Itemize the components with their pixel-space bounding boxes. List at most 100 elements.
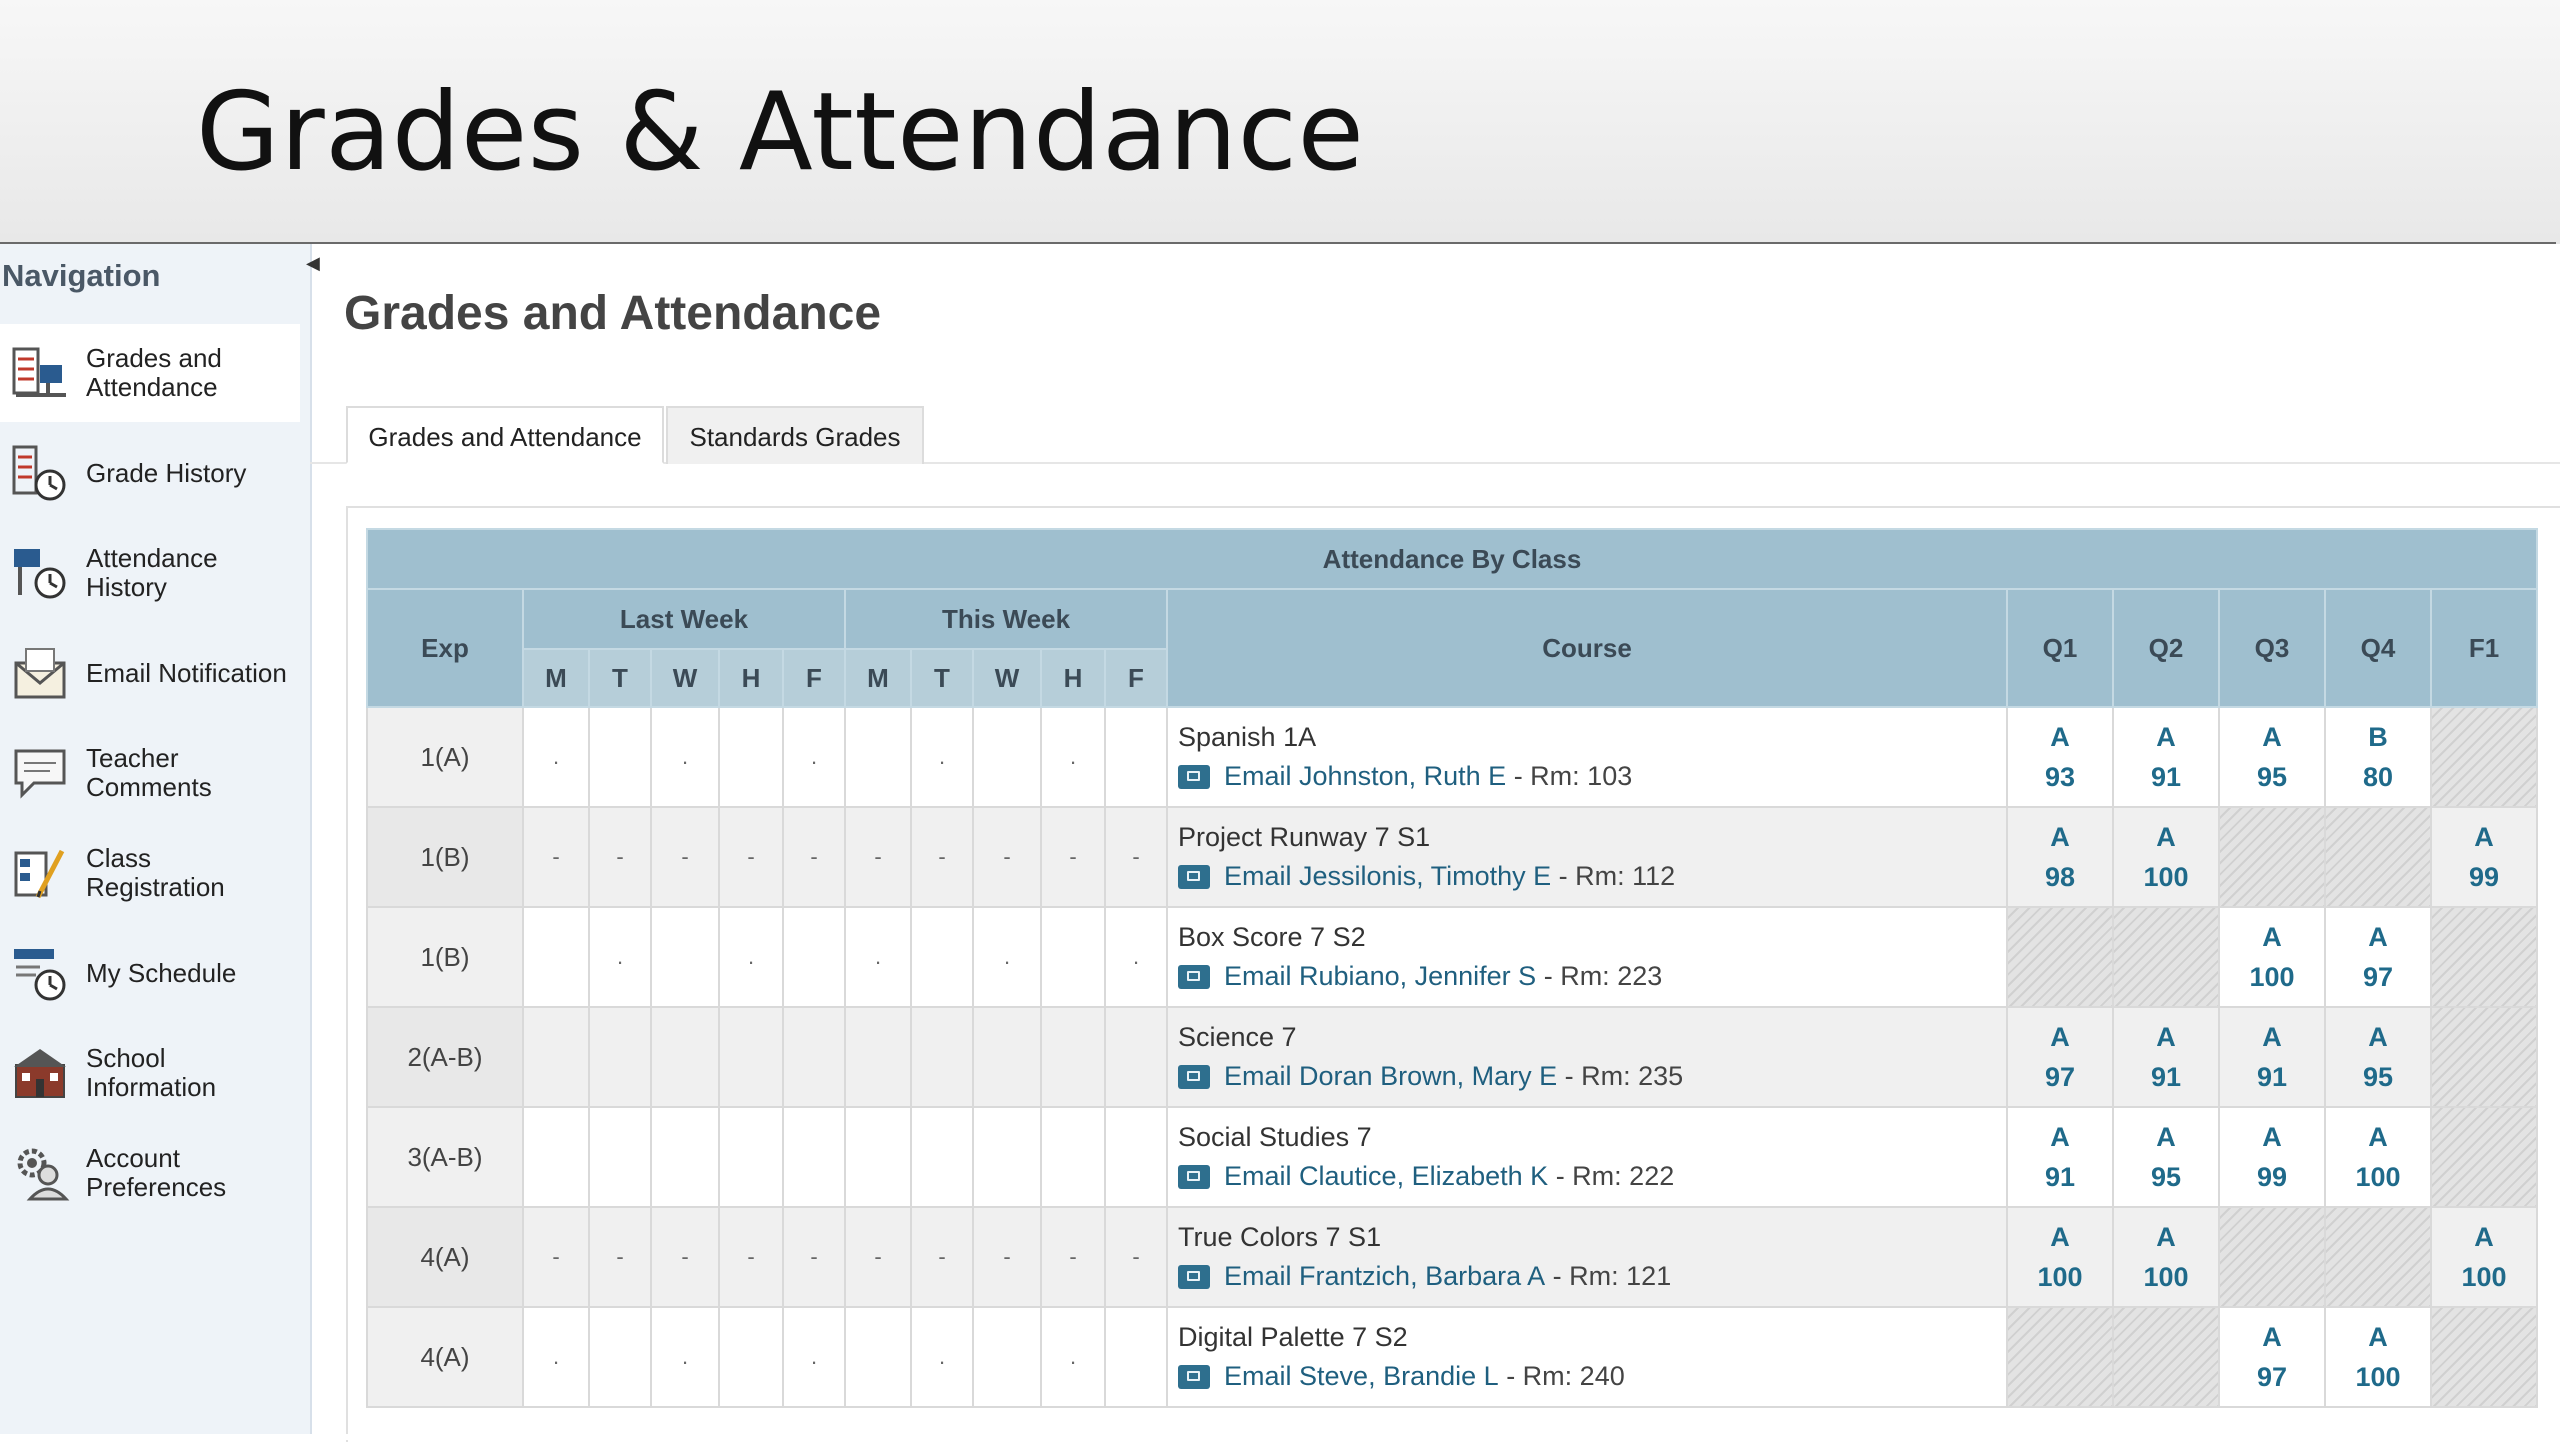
room-label: - Rm: 235 (1564, 1061, 1684, 1091)
attendance-day-cell (650, 1006, 720, 1108)
email-icon[interactable] (1178, 1064, 1210, 1089)
tab-grades-and-attendance[interactable]: Grades and Attendance (346, 406, 664, 464)
header-q2[interactable]: Q2 (2112, 588, 2220, 708)
email-icon[interactable] (1178, 964, 1210, 989)
attendance-day-cell (972, 1106, 1042, 1208)
sidebar-item-grade-history[interactable]: Grade History (0, 424, 300, 522)
grade-percent: 95 (2256, 762, 2288, 792)
email-teacher-link[interactable]: Email Steve, Brandie L (1224, 1361, 1499, 1392)
grade-cell[interactable]: A 93 (2006, 706, 2114, 808)
header-day: H (718, 648, 784, 708)
header-this-week: This Week (844, 588, 1168, 650)
exp-cell: 1(B) (366, 806, 524, 908)
grade-cell[interactable]: A 100 (2324, 1106, 2432, 1208)
teacher-name: Rubiano, Jennifer S (1299, 961, 1537, 991)
grade-cell[interactable]: A 100 (2112, 806, 2220, 908)
attendance-day-cell: . (782, 706, 846, 808)
header-day: F (1104, 648, 1168, 708)
grade-cell[interactable]: A 91 (2112, 706, 2220, 808)
course-cell: Project Runway 7 S1 Email Jessilonis, Tim… (1166, 806, 2008, 908)
attendance-day-cell: - (972, 1206, 1042, 1308)
grade-cell[interactable]: B 80 (2324, 706, 2432, 808)
attendance-day-cell (588, 1106, 652, 1208)
sidebar-item-label: Email Notification (86, 657, 287, 688)
sidebar-item-attendance-history[interactable]: Attendance History (0, 524, 300, 622)
table-row: 1(A)..... Spanish 1A Email Johnston, Ruth … (366, 706, 2538, 808)
grade-letter: A (2474, 1222, 2494, 1252)
grade-cell[interactable]: A 99 (2430, 806, 2538, 908)
attendance-day-cell (844, 1006, 912, 1108)
grade-cell[interactable]: A 98 (2006, 806, 2114, 908)
sidebar-item-grades-and-attendance[interactable]: Grades and Attendance (0, 324, 300, 422)
grade-cell[interactable]: A 97 (2006, 1006, 2114, 1108)
grade-percent: 93 (2044, 762, 2076, 792)
attendance-day-cell (650, 906, 720, 1008)
grade-letter: A (2050, 722, 2070, 752)
email-notification-icon (14, 648, 66, 699)
email-teacher-link[interactable]: Email Johnston, Ruth E (1224, 761, 1506, 792)
room-label: - Rm: 112 (1558, 861, 1676, 891)
empty-grade-cell (2006, 1306, 2114, 1408)
collapse-arrow-icon[interactable]: ◀ (306, 253, 320, 273)
school-information-icon (14, 1049, 66, 1098)
attendance-day-cell: - (1040, 1206, 1106, 1308)
grade-cell[interactable]: A 91 (2112, 1006, 2220, 1108)
attendance-day-cell (522, 906, 590, 1008)
sidebar: Navigation ◀ Grades and Attendance Grade… (0, 244, 320, 1440)
email-icon[interactable] (1178, 1364, 1210, 1389)
grade-cell[interactable]: A 100 (2324, 1306, 2432, 1408)
email-teacher-link[interactable]: Email Frantzich, Barbara A (1224, 1261, 1545, 1292)
grade-percent: 98 (2044, 862, 2076, 892)
attendance-day-cell (972, 706, 1042, 808)
slide-title: Grades & Attendance (196, 70, 1365, 195)
grade-percent: 95 (2150, 1162, 2182, 1192)
email-prefix: Email (1224, 1061, 1292, 1091)
grade-cell[interactable]: A 97 (2218, 1306, 2326, 1408)
email-teacher-link[interactable]: Email Jessilonis, Timothy E (1224, 861, 1551, 892)
grade-percent: 97 (2256, 1362, 2288, 1392)
email-teacher-link[interactable]: Email Clautice, Elizabeth K (1224, 1161, 1548, 1192)
email-icon[interactable] (1178, 1264, 1210, 1289)
email-icon[interactable] (1178, 1164, 1210, 1189)
grade-cell[interactable]: A 100 (2112, 1206, 2220, 1308)
email-teacher-link[interactable]: Email Doran Brown, Mary E (1224, 1061, 1557, 1092)
grade-cell[interactable]: A 95 (2324, 1006, 2432, 1108)
sidebar-item-school-information[interactable]: School Information (0, 1024, 300, 1122)
email-icon[interactable] (1178, 864, 1210, 889)
grade-cell[interactable]: A 100 (2006, 1206, 2114, 1308)
sidebar-item-class-registration[interactable]: Class Registration (0, 824, 300, 922)
attendance-day-cell (782, 1106, 846, 1208)
email-teacher-link[interactable]: Email Rubiano, Jennifer S (1224, 961, 1536, 992)
sidebar-item-my-schedule[interactable]: My Schedule (0, 924, 300, 1022)
grade-cell[interactable]: A 91 (2218, 1006, 2326, 1108)
sidebar-item-email-notification[interactable]: Email Notification (0, 624, 300, 722)
attendance-day-cell: . (718, 906, 784, 1008)
empty-grade-cell (2430, 1306, 2538, 1408)
header-q3[interactable]: Q3 (2218, 588, 2326, 708)
grade-cell[interactable]: A 91 (2006, 1106, 2114, 1208)
tab-standards-grades[interactable]: Standards Grades (666, 406, 924, 464)
grade-percent: 97 (2044, 1062, 2076, 1092)
grade-cell[interactable]: A 97 (2324, 906, 2432, 1008)
attendance-day-cell (910, 906, 974, 1008)
header-q4[interactable]: Q4 (2324, 588, 2432, 708)
grade-percent: 100 (2355, 1362, 2401, 1392)
empty-grade-cell (2112, 1306, 2220, 1408)
header-day: W (650, 648, 720, 708)
email-icon[interactable] (1178, 764, 1210, 789)
grade-percent: 100 (2355, 1162, 2401, 1192)
grade-cell[interactable]: A 100 (2218, 906, 2326, 1008)
grade-cell[interactable]: A 100 (2430, 1206, 2538, 1308)
room-label: - Rm: 223 (1543, 961, 1663, 991)
grade-cell[interactable]: A 95 (2218, 706, 2326, 808)
header-f1[interactable]: F1 (2430, 588, 2538, 708)
sidebar-item-account-preferences[interactable]: Account Preferences (0, 1124, 300, 1222)
attendance-day-cell: . (1104, 906, 1168, 1008)
header-q1[interactable]: Q1 (2006, 588, 2114, 708)
sidebar-item-teacher-comments[interactable]: Teacher Comments (0, 724, 300, 822)
grade-cell[interactable]: A 95 (2112, 1106, 2220, 1208)
grade-letter: A (2368, 1322, 2388, 1352)
email-prefix: Email (1224, 1161, 1292, 1191)
grade-cell[interactable]: A 99 (2218, 1106, 2326, 1208)
course-name: Box Score 7 S2 (1178, 922, 1366, 952)
